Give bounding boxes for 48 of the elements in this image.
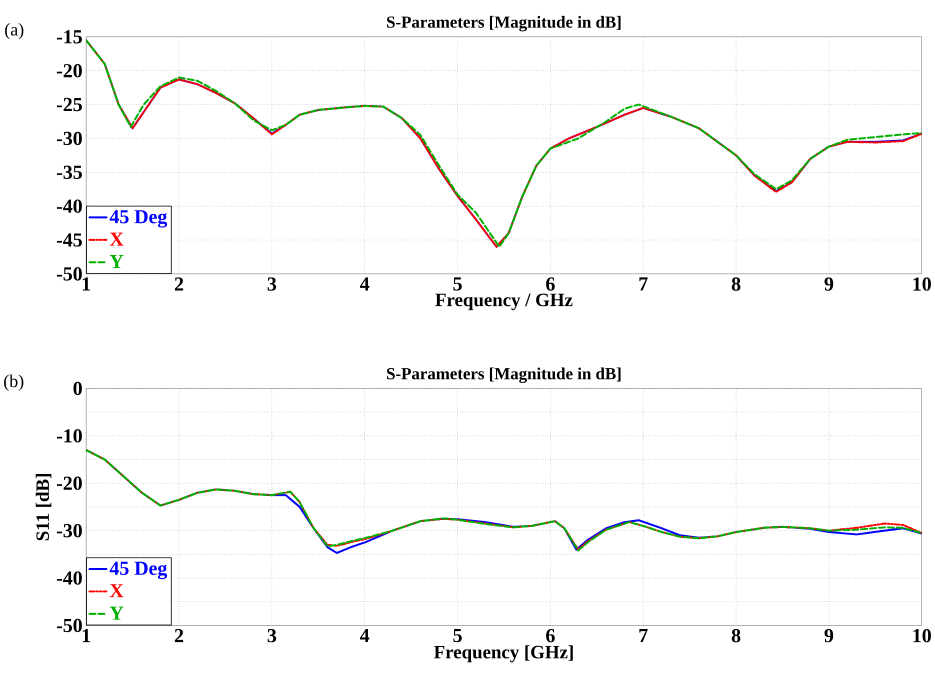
y-tick-label: -20 [56,64,82,78]
x-tick-label: 9 [824,628,834,642]
chart-title: S-Parameters [Magnitude in dB] [387,367,621,383]
y-axis-title: S11 [dB] [36,474,52,540]
chart-title: S-Parameters [Magnitude in dB] [387,16,621,32]
x-tick-label: 7 [639,277,648,290]
x-tick-label: 1 [82,277,90,290]
text: (b) [4,374,24,391]
y-tick-label: -35 [56,166,82,179]
legend-label: X [110,584,124,598]
y-tick-label: -10 [56,429,82,442]
x-tick-label: 3 [268,628,276,642]
x-tick-label: 8 [732,628,740,642]
y-tick-label: 0 [73,382,82,396]
text: (a) [5,22,24,40]
x-tick-label: 9 [824,277,834,291]
x-tick-label: 10 [913,277,931,291]
line-series [86,39,922,248]
x-axis-title: Frequency / GHz [435,294,572,310]
x-tick-label: 4 [360,277,370,290]
y-tick-label: -40 [56,571,82,585]
y-tick-label: -15 [56,30,82,44]
y-tick-label: -40 [56,199,82,213]
legend-label: 45 Deg [110,210,168,228]
x-tick-label: 6 [546,628,555,642]
x-tick-label: 2 [174,628,184,642]
x-tick-label: 5 [453,628,462,642]
y-tick-label: -25 [56,98,82,112]
y-tick-label: -50 [56,267,82,280]
y-tick-label: -50 [56,618,82,632]
legend-label: X [110,232,124,246]
y-tick-label: -30 [56,524,82,538]
x-axis-title: Frequency [GHz] [434,645,573,662]
y-tick-label: -30 [56,132,82,146]
legend-label: 45 Deg [110,562,168,580]
x-tick-label: 3 [268,277,276,291]
x-tick-label: 10 [913,628,931,642]
x-tick-label: 2 [174,277,184,290]
y-tick-label: -45 [56,233,82,247]
legend-label: Y [110,254,124,268]
x-tick-label: 8 [732,277,740,291]
x-tick-label: 1 [82,628,90,642]
legend-label: Y [110,606,124,620]
y-tick-label: -20 [56,476,82,490]
x-tick-label: 7 [639,628,648,642]
x-tick-label: 6 [546,277,555,291]
x-tick-label: 4 [360,628,370,642]
x-tick-label: 5 [453,277,462,290]
